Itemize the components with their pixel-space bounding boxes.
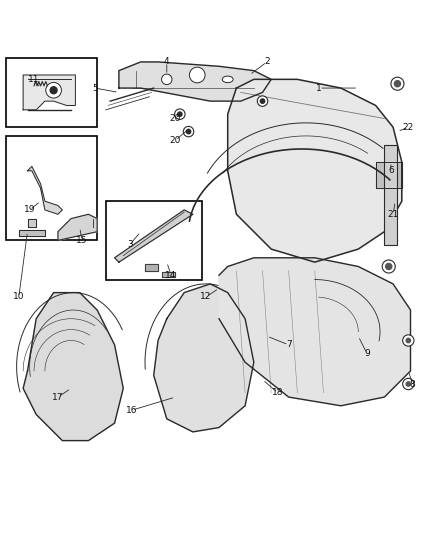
Circle shape <box>257 96 268 107</box>
Text: 15: 15 <box>76 236 88 245</box>
Text: 7: 7 <box>286 341 292 349</box>
Text: 6: 6 <box>388 166 394 175</box>
Text: 8: 8 <box>410 379 416 389</box>
Text: 19: 19 <box>24 205 35 214</box>
Text: 14: 14 <box>166 271 177 280</box>
Circle shape <box>184 126 194 137</box>
Text: 21: 21 <box>387 210 399 219</box>
Text: 2: 2 <box>264 58 270 67</box>
Polygon shape <box>228 79 402 262</box>
Circle shape <box>46 83 61 98</box>
Circle shape <box>175 109 185 119</box>
Polygon shape <box>115 210 193 262</box>
Polygon shape <box>19 230 45 236</box>
Circle shape <box>406 338 410 343</box>
Text: 11: 11 <box>28 75 40 84</box>
Polygon shape <box>23 75 75 110</box>
Text: 4: 4 <box>164 58 170 67</box>
Polygon shape <box>376 162 402 188</box>
Text: 22: 22 <box>403 123 414 132</box>
Bar <box>106 201 201 279</box>
Text: 5: 5 <box>92 84 98 93</box>
Polygon shape <box>119 62 271 101</box>
Bar <box>6 136 97 240</box>
Circle shape <box>406 382 410 386</box>
Polygon shape <box>145 264 158 271</box>
Polygon shape <box>154 284 254 432</box>
Text: 20: 20 <box>170 114 181 123</box>
Text: 20: 20 <box>170 136 181 145</box>
Ellipse shape <box>222 76 233 83</box>
Text: 1: 1 <box>316 84 322 93</box>
Polygon shape <box>28 219 36 228</box>
Polygon shape <box>219 258 410 406</box>
Text: 9: 9 <box>364 349 370 358</box>
Polygon shape <box>162 272 176 277</box>
Polygon shape <box>23 293 123 441</box>
Circle shape <box>50 87 57 94</box>
Text: 16: 16 <box>126 406 138 415</box>
Polygon shape <box>28 166 62 214</box>
Circle shape <box>189 67 205 83</box>
Circle shape <box>394 80 400 87</box>
Text: 12: 12 <box>200 293 212 302</box>
Circle shape <box>386 263 392 270</box>
Circle shape <box>382 260 395 273</box>
Circle shape <box>186 130 191 134</box>
Circle shape <box>403 378 414 390</box>
Text: 10: 10 <box>13 293 25 302</box>
Circle shape <box>260 99 265 103</box>
Text: 17: 17 <box>52 393 64 401</box>
Circle shape <box>162 74 172 85</box>
Circle shape <box>178 112 182 116</box>
Text: 3: 3 <box>127 240 133 249</box>
Bar <box>6 58 97 127</box>
Circle shape <box>403 335 414 346</box>
Circle shape <box>391 77 404 90</box>
Polygon shape <box>58 214 97 240</box>
Text: 18: 18 <box>272 388 283 397</box>
Polygon shape <box>385 144 397 245</box>
